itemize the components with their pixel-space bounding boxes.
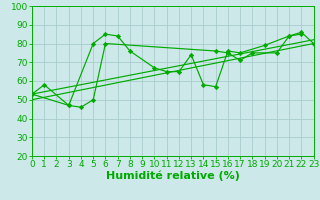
X-axis label: Humidité relative (%): Humidité relative (%) (106, 171, 240, 181)
